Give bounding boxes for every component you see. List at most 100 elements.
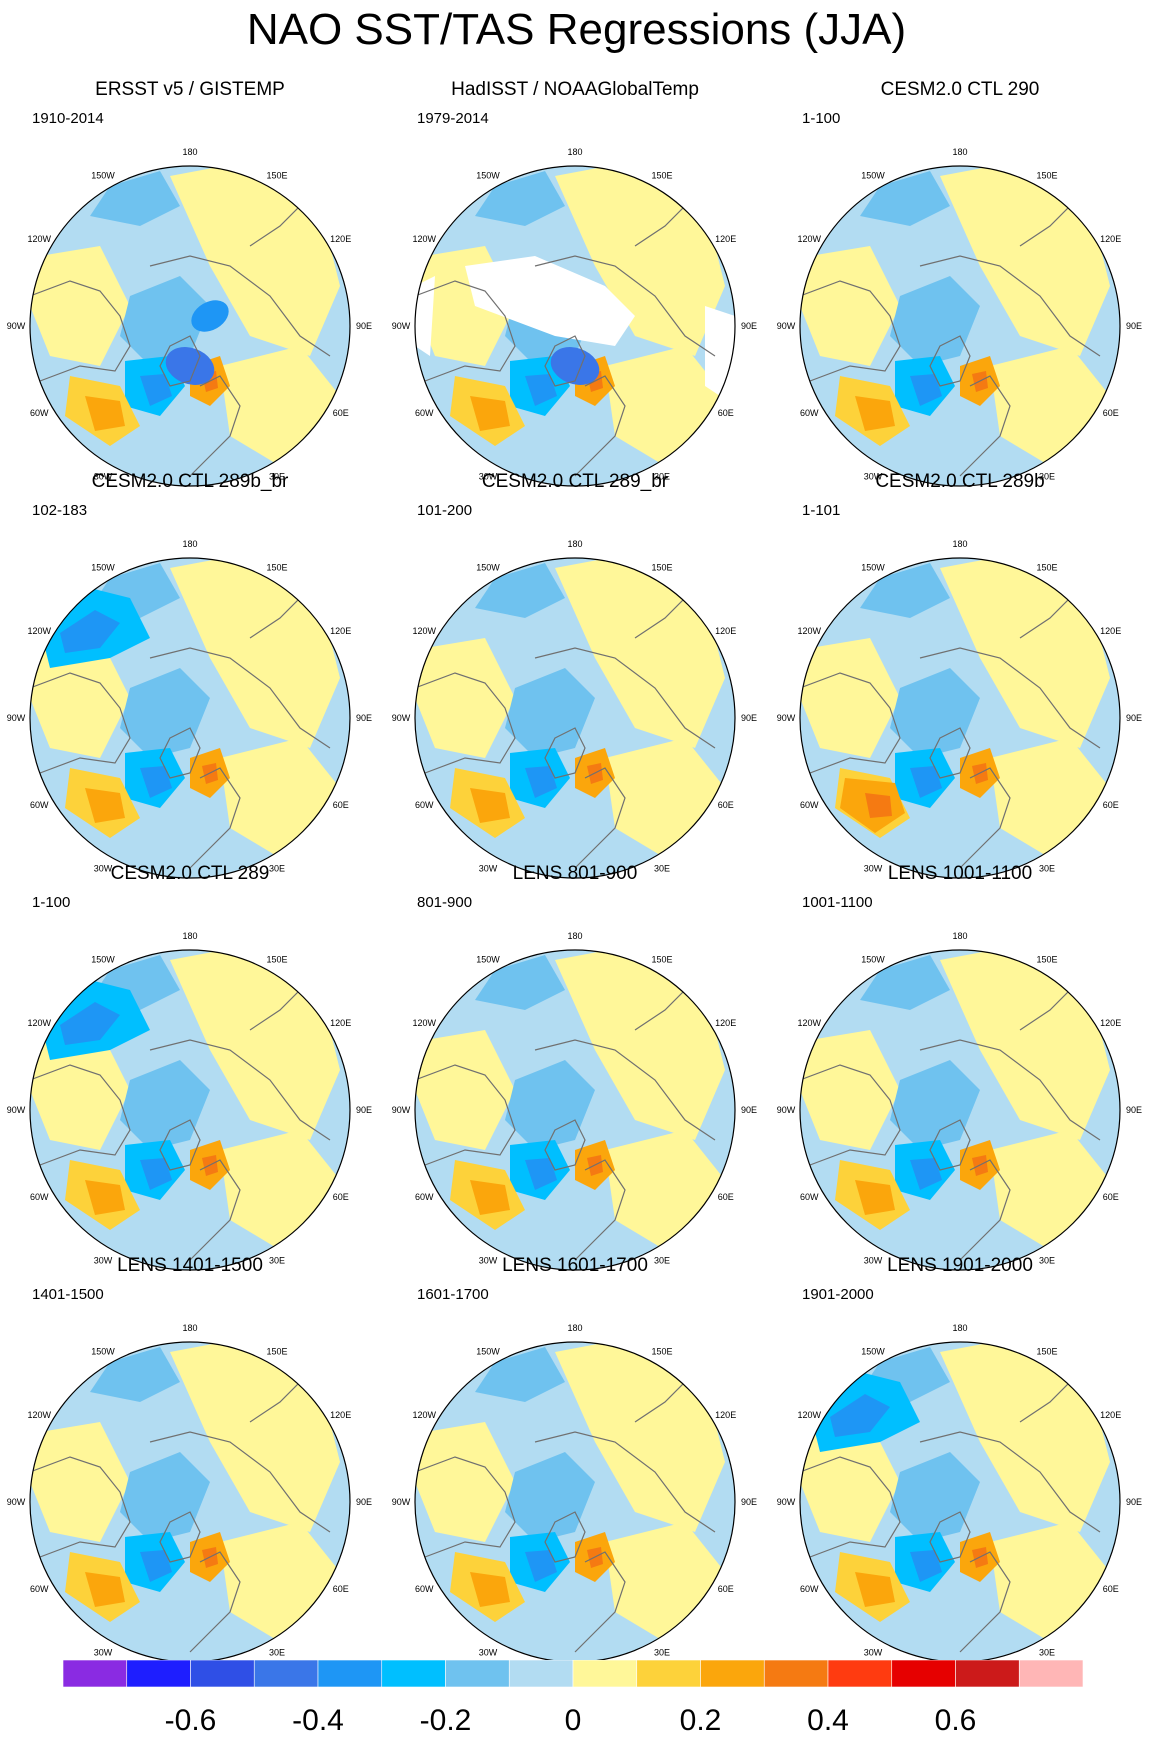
longitude-label: 30W — [864, 1648, 883, 1658]
coastline-greenland — [544, 335, 586, 387]
coastline-eurasia-arctic — [534, 647, 716, 749]
map-border — [414, 165, 736, 487]
longitude-label: 60W — [415, 1584, 434, 1594]
longitude-label: 90W — [777, 1497, 796, 1507]
longitude-label: 150E — [266, 954, 287, 964]
longitude-label: 180 — [182, 1323, 197, 1333]
longitude-label: 120E — [330, 626, 351, 636]
panel-title: CESM2.0 CTL 289b — [875, 471, 1045, 492]
colorbar-swatch — [955, 1660, 1020, 1688]
colorbar-tick-label: 0.2 — [680, 1704, 722, 1737]
longitude-label: 90W — [7, 1105, 26, 1115]
anomaly-blue-arctic — [120, 276, 210, 366]
coastline-europe — [189, 767, 241, 869]
map-panel: HadISST / NOAAGlobalTemp 1979-2014 180 150E… — [385, 78, 765, 496]
longitude-label: 0 — [187, 887, 192, 888]
anomaly-blue-arctic — [505, 668, 595, 758]
colorbar-swatch — [381, 1660, 446, 1688]
longitude-label: 30W — [94, 1256, 113, 1266]
longitude-label: 150W — [91, 1346, 115, 1356]
coastline-europe — [959, 1551, 1011, 1653]
longitude-label: 0 — [187, 495, 192, 496]
panel-period: 1401-1500 — [32, 1286, 104, 1303]
anomaly-yellow-siberia — [555, 166, 725, 356]
panel-period: 1979-2014 — [417, 110, 489, 127]
longitude-label: 120E — [715, 626, 736, 636]
longitude-label: 150E — [651, 562, 672, 572]
panel-title: HadISST / NOAAGlobalTemp — [451, 79, 699, 100]
coastline-europe — [189, 1159, 241, 1261]
longitude-label: 90E — [356, 1497, 372, 1507]
anomaly-blue-northpacific-core — [830, 1394, 890, 1437]
missing-data-region — [465, 256, 635, 346]
anomaly-yellow-eurasia — [605, 1522, 725, 1642]
longitude-label: 120E — [715, 234, 736, 244]
coastline-eurasia-arctic — [919, 255, 1101, 357]
longitude-label: 30W — [94, 1648, 113, 1658]
longitude-label: 60W — [30, 1192, 49, 1202]
longitude-label: 180 — [182, 539, 197, 549]
longitude-label: 90W — [392, 1105, 411, 1115]
map-panel: LENS 1601-1700 1601-1700 180 150E 120E 90E 60E… — [385, 1254, 765, 1672]
anomaly-orange-atlantic-core — [85, 1180, 125, 1215]
coastline-greenland — [159, 1119, 201, 1171]
longitude-label: 60E — [718, 408, 734, 418]
anomaly-blue-northpacific-core — [60, 1002, 120, 1045]
longitude-label: 60E — [718, 1192, 734, 1202]
anomaly-blue-labrador-core — [140, 766, 172, 798]
anomaly-yellow-siberia — [555, 1342, 725, 1532]
longitude-label: 30W — [479, 472, 498, 482]
polar-map: 180150E120E90E60E30E030W60W90W120W150W — [7, 931, 372, 1280]
longitude-label: 180 — [567, 1323, 582, 1333]
anomaly-orange-atlantic-core — [85, 396, 125, 431]
map-border — [799, 165, 1121, 487]
polar-map: 180150E120E90E60E30E030W60W90W120W150W — [392, 539, 757, 888]
coastline-greenland — [544, 1119, 586, 1171]
anomaly-blue-labrador-core — [910, 1158, 942, 1190]
map-panel: CESM2.0 CTL 290 1-100 180 150E 120E 90E 60E 30E… — [770, 78, 1150, 496]
panel-title: LENS 1001-1100 — [887, 863, 1033, 884]
longitude-label: 30E — [269, 864, 285, 874]
coastline-north-america — [800, 1456, 901, 1558]
missing-data-region — [415, 276, 435, 356]
colorbar-swatch — [253, 1660, 319, 1688]
map-panel: LENS 1901-2000 1901-2000 180 150E 120E 90E 60E… — [770, 1254, 1150, 1672]
anomaly-blue-arctic — [120, 1452, 210, 1542]
polar-map: 180150E120E90E60E30E030W60W90W120W150W — [777, 147, 1142, 496]
longitude-label: 90W — [777, 713, 796, 723]
longitude-label: 120W — [28, 1410, 52, 1420]
anomaly-yellow-siberia — [170, 950, 340, 1140]
anomaly-yellow-siberia — [170, 166, 340, 356]
coastline-north-america — [415, 280, 516, 382]
polar-map: 180150E120E90E60E30E030W60W90W120W150W — [7, 147, 372, 496]
longitude-label: 90E — [1126, 1497, 1142, 1507]
longitude-label: 0 — [572, 887, 577, 888]
longitude-label: 120W — [413, 234, 437, 244]
coastlines — [415, 597, 716, 869]
longitude-label: 60E — [718, 800, 734, 810]
longitude-label: 30E — [654, 1648, 670, 1658]
polar-map: 180150E120E90E60E30E030W60W90W120W150W — [7, 1323, 372, 1672]
coastlines — [415, 989, 716, 1261]
longitude-label: 90W — [7, 321, 26, 331]
coastline-greenland — [159, 335, 201, 387]
coastline-eurasia-arctic — [149, 647, 331, 749]
longitude-label: 120E — [1100, 1410, 1121, 1420]
longitude-label: 30W — [94, 864, 113, 874]
longitude-label: 150E — [651, 954, 672, 964]
coastline-north-america — [30, 280, 131, 382]
longitude-label: 90E — [356, 1105, 372, 1115]
anomaly-yellow-america — [800, 1422, 900, 1542]
anomaly-blue-arctic — [120, 668, 210, 758]
coastline-north-america — [800, 1064, 901, 1166]
longitude-label: 120W — [798, 626, 822, 636]
anomaly-yellow-eurasia — [605, 346, 725, 466]
anomaly-blue-labrador-core — [525, 766, 557, 798]
longitude-label: 150E — [266, 562, 287, 572]
longitude-label: 60E — [718, 1584, 734, 1594]
anomaly-yellow-siberia — [940, 1342, 1110, 1532]
anomaly-orange-atlantic-core — [470, 396, 510, 431]
longitude-label: 90E — [1126, 713, 1142, 723]
anomaly-yellow-siberia — [170, 558, 340, 748]
coastline-europe — [959, 767, 1011, 869]
